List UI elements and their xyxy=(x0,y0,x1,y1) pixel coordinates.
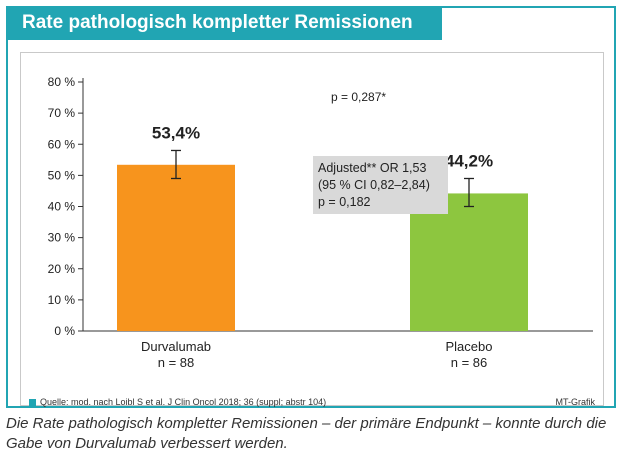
chart-title: Rate pathologisch kompletter Remissionen xyxy=(22,12,413,33)
x-category-sublabel: n = 86 xyxy=(451,355,488,370)
title-bar: Rate pathologisch kompletter Remissionen xyxy=(8,8,442,40)
bar-value-label: 53,4% xyxy=(152,123,200,142)
y-tick-label: 20 % xyxy=(48,262,76,276)
y-tick-label: 40 % xyxy=(48,200,76,214)
y-tick-label: 80 % xyxy=(48,75,76,89)
source-note: Quelle: mod. nach Loibl S et al. J Clin … xyxy=(29,397,326,407)
stats-box-line: p = 0,182 xyxy=(318,195,371,209)
figure-frame: Rate pathologisch kompletter Remissionen… xyxy=(6,6,616,408)
y-tick-label: 0 % xyxy=(54,324,75,338)
bar-chart: 0 % 10 % 20 % 30 % 40 % 50 % 60 % 70 % 80 % 53,4%… xyxy=(48,75,593,370)
y-tick-label: 30 % xyxy=(48,231,76,245)
y-tick-label: 10 % xyxy=(48,293,76,307)
bar-placebo xyxy=(410,193,528,331)
bar-value-label: 44,2% xyxy=(445,151,493,170)
stats-box-line: Adjusted** OR 1,53 xyxy=(318,161,426,175)
x-category-sublabel: n = 88 xyxy=(158,355,195,370)
y-tick-label: 60 % xyxy=(48,137,76,151)
p-value-annotation: p = 0,287* xyxy=(331,90,386,104)
stats-box xyxy=(313,156,448,214)
y-tick-label: 70 % xyxy=(48,106,76,120)
stats-box-line: (95 % CI 0,82–2,84) xyxy=(318,178,430,192)
credit-text: MT-Grafik xyxy=(555,397,596,407)
chart-area: 0 % 10 % 20 % 30 % 40 % 50 % 60 % 70 % 80 % 53,4%… xyxy=(20,52,604,407)
y-tick-label: 50 % xyxy=(48,168,76,182)
x-category-label: Durvalumab xyxy=(141,339,211,354)
source-marker-icon xyxy=(29,399,36,407)
x-category-label: Placebo xyxy=(446,339,493,354)
source-text: Quelle: mod. nach Loibl S et al. J Clin … xyxy=(40,397,327,407)
bar-durvalumab xyxy=(117,164,235,331)
figure-caption: Die Rate pathologisch kompletter Remissi… xyxy=(6,415,607,452)
